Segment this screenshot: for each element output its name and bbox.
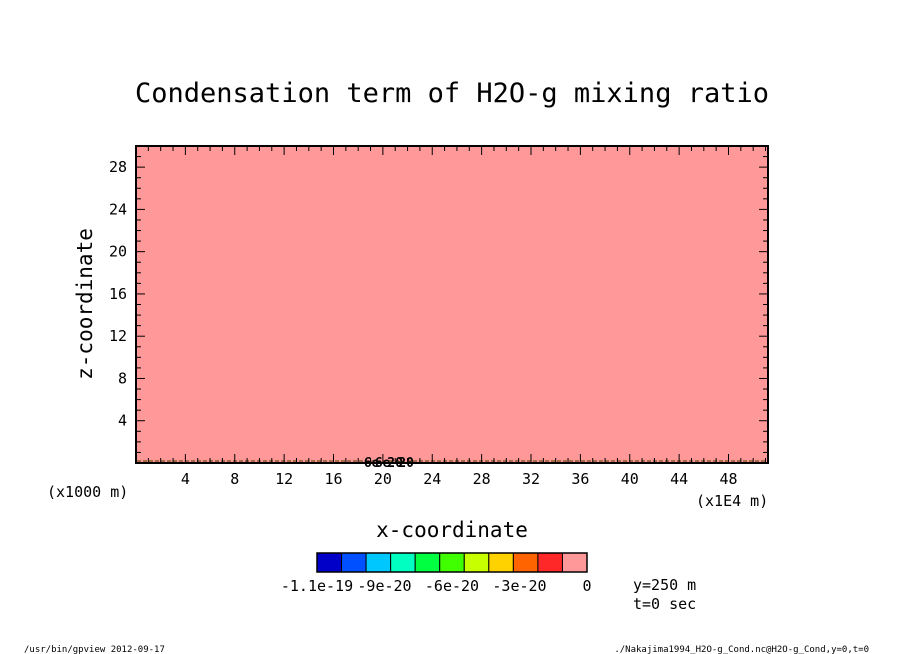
colorbar-swatch [341, 552, 367, 573]
colorbar-swatch [537, 552, 563, 573]
y-tick-label: 20 [109, 243, 127, 261]
x-tick-label: 24 [423, 470, 441, 488]
colorbar-tick-label: 0 [582, 577, 591, 595]
colorbar-swatch [488, 552, 514, 573]
x-tick-label: 32 [522, 470, 540, 488]
y-axis-ticks: 4 8 12 16 20 24 28 [109, 156, 768, 453]
colorbar-swatch [414, 552, 441, 573]
x-tick-label: 12 [275, 470, 293, 488]
y-axis-label: z-coordinate [73, 228, 97, 380]
x-tick-label: 16 [324, 470, 342, 488]
y-tick-label: 8 [118, 369, 127, 387]
colorbar [316, 552, 588, 573]
x-tick-label: 40 [621, 470, 639, 488]
x-axis-label: x-coordinate [376, 518, 528, 542]
colorbar-tick-label: -9e-20 [357, 577, 411, 595]
colorbar-swatch [561, 552, 588, 573]
y-tick-label: 28 [109, 158, 127, 176]
y-tick-label: 24 [109, 200, 127, 218]
annotation-time: t=0 sec [633, 595, 696, 613]
colorbar-tick-label: -3e-20 [492, 577, 546, 595]
colorbar-swatch [316, 552, 343, 573]
annotation-y-level: y=250 m [633, 576, 696, 594]
chart-title: Condensation term of H2O-g mixing ratio [135, 78, 769, 109]
colorbar-swatch [463, 552, 490, 573]
colorbar-swatch [439, 552, 465, 573]
footer-command: /usr/bin/gpview 2012-09-17 [24, 645, 165, 654]
x-tick-label: 8 [230, 470, 239, 488]
colorbar-swatch [365, 552, 392, 573]
x-tick-label: 28 [473, 470, 491, 488]
y-tick-label: 16 [109, 285, 127, 303]
x-tick-label: 44 [670, 470, 688, 488]
footer-source: ./Nakajima1994_H2O-g_Cond.nc@H2O-g_Cond,… [614, 645, 869, 654]
x-axis-ticks: 4 8 12 16 20 24 28 32 36 40 44 48 [147, 146, 767, 488]
colorbar-swatch [390, 552, 416, 573]
colorbar-tick-label: -6e-20 [425, 577, 479, 595]
x-tick-label: 20 [374, 470, 392, 488]
x-tick-label: 48 [719, 470, 737, 488]
colorbar-labels: -1.1e-19 -9e-20 -6e-20 -3e-20 0 [281, 577, 592, 595]
y-tick-label: 4 [118, 412, 127, 430]
x-tick-label: 4 [181, 470, 190, 488]
y-axis-scale-note: (x1000 m) [47, 483, 128, 501]
x-tick-label: 36 [571, 470, 589, 488]
colorbar-frame [316, 552, 588, 573]
colorbar-tick-label: -1.1e-19 [281, 577, 353, 595]
colorbar-swatch [512, 552, 539, 573]
x-axis-scale-note: (x1E4 m) [696, 492, 768, 510]
field-fill [136, 146, 768, 463]
plot-area: -6e-20 -6e-20 [135, 145, 769, 471]
y-tick-label: 12 [109, 327, 127, 345]
